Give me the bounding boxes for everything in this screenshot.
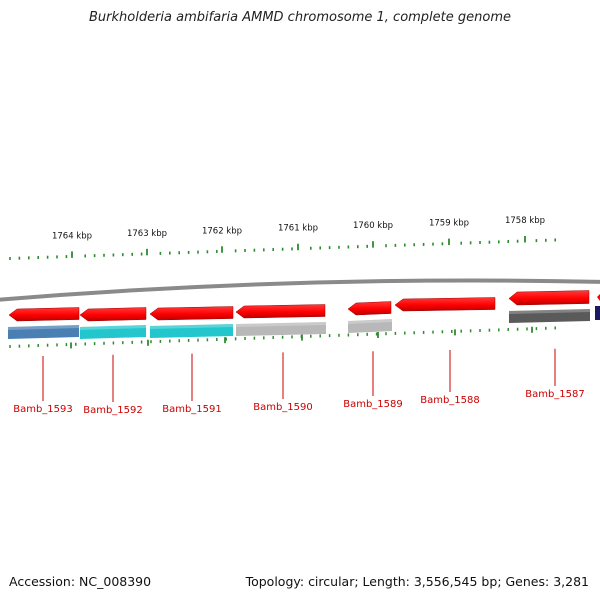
ruler-tick-label: 1763 kbp xyxy=(127,229,167,239)
feature-highlight xyxy=(150,324,233,329)
feature-highlight xyxy=(80,325,146,330)
map-title: Burkholderia ambifaria AMMD chromosome 1… xyxy=(88,10,512,25)
lower-ruler-ticks xyxy=(9,326,556,349)
ruler-tick-label: 1759 kbp xyxy=(429,219,469,229)
length-label: Length: xyxy=(362,574,410,589)
feature-block xyxy=(80,325,146,339)
gene-label: Bamb_1590 xyxy=(253,402,313,413)
feature-block xyxy=(348,319,392,333)
gene-label: Bamb_1592 xyxy=(83,405,143,416)
feature-highlight xyxy=(509,309,590,314)
gene-label: Bamb_1591 xyxy=(162,404,222,415)
genes-label: Genes: xyxy=(505,574,550,589)
ruler-labels: 1764 kbp 1763 kbp 1762 kbp 1761 kbp 1760 kbp… xyxy=(52,216,545,241)
gene-arrow xyxy=(508,290,590,306)
gene-arrow xyxy=(394,297,496,312)
feature-highlight xyxy=(236,322,326,327)
ruler-tick-label: 1762 kbp xyxy=(202,226,242,236)
ruler-tick-label: 1761 kbp xyxy=(278,224,318,234)
feature-block xyxy=(509,309,590,323)
ruler-tick-label: 1764 kbp xyxy=(52,231,92,241)
offscreen-feature-stub xyxy=(595,306,600,320)
accession-label: Accession: xyxy=(9,574,76,589)
feature-block xyxy=(236,322,326,336)
feature-track xyxy=(8,309,590,339)
topology-label: Topology: xyxy=(245,574,305,589)
gene-label: Bamb_1587 xyxy=(525,389,585,400)
genome-summary: Topology: circular; Length: 3,556,545 bp… xyxy=(245,574,589,589)
gene-arrow xyxy=(8,307,80,322)
feature-block xyxy=(8,325,79,339)
genes-value: 3,281 xyxy=(553,574,589,589)
ruler-ticks xyxy=(9,235,557,260)
chromosome-backbone xyxy=(0,278,600,302)
gene-label: Bamb_1593 xyxy=(13,404,73,415)
length-value: 3,556,545 bp xyxy=(413,574,498,589)
feature-highlight xyxy=(8,325,79,330)
accession-line: Accession: NC_008390 xyxy=(9,574,151,589)
ruler-tick-label: 1760 kbp xyxy=(353,221,393,231)
gene-label: Bamb_1588 xyxy=(420,395,480,406)
gene-label: Bamb_1589 xyxy=(343,399,403,410)
offscreen-gene-stub xyxy=(597,294,600,301)
gene-arrow xyxy=(79,307,147,322)
gene-arrow xyxy=(149,306,234,321)
ruler-tick-label: 1758 kbp xyxy=(505,216,545,226)
gene-connectors xyxy=(42,348,556,402)
gene-track xyxy=(8,290,600,322)
feature-block xyxy=(150,324,233,338)
accession-value: NC_008390 xyxy=(79,574,152,589)
gene-labels: Bamb_1593 Bamb_1592 Bamb_1591 Bamb_1590 Bamb… xyxy=(13,389,585,416)
gene-arrow xyxy=(235,304,326,319)
feature-highlight xyxy=(348,319,392,324)
gene-arrow xyxy=(347,301,392,316)
topology-value: circular xyxy=(308,574,355,589)
